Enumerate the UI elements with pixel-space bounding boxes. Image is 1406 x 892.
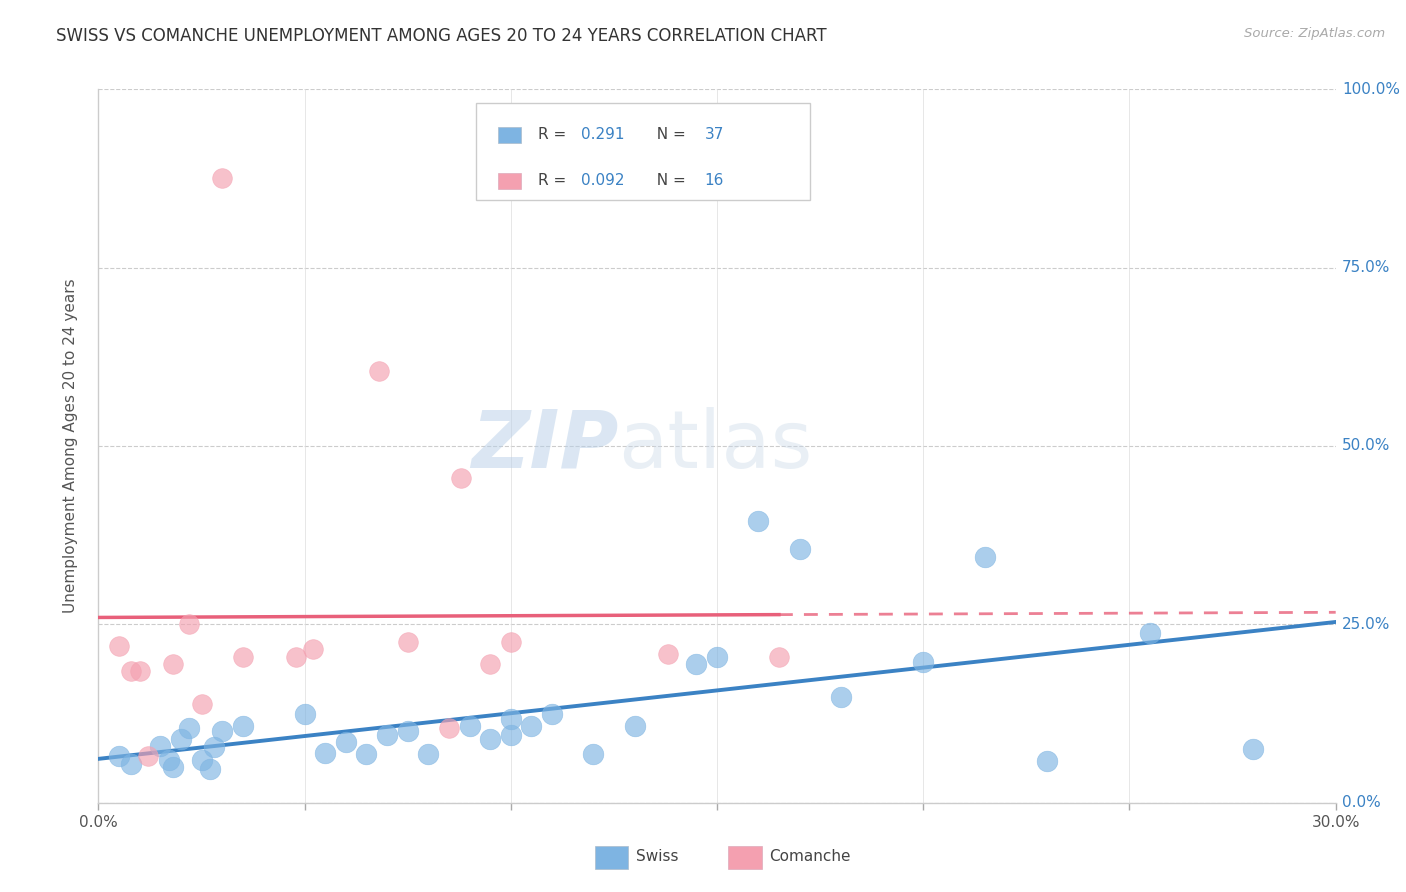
Point <box>479 657 502 671</box>
Point <box>974 549 997 564</box>
Point <box>179 617 201 632</box>
Point <box>211 171 233 186</box>
Text: Comanche: Comanche <box>769 849 851 863</box>
Text: N =: N = <box>647 127 690 142</box>
Text: 0.0%: 0.0% <box>1341 796 1381 810</box>
Point <box>450 471 472 485</box>
FancyBboxPatch shape <box>475 103 810 200</box>
Y-axis label: Unemployment Among Ages 20 to 24 years: Unemployment Among Ages 20 to 24 years <box>63 278 77 614</box>
Point <box>198 762 221 776</box>
Point <box>128 664 150 678</box>
Point <box>211 724 233 739</box>
Point <box>499 728 522 742</box>
Text: Swiss: Swiss <box>636 849 678 863</box>
Point <box>136 749 159 764</box>
FancyBboxPatch shape <box>498 127 520 143</box>
Point <box>418 747 440 762</box>
Point <box>789 542 811 557</box>
Point <box>190 698 212 712</box>
Text: 16: 16 <box>704 173 724 188</box>
Point <box>685 657 707 671</box>
Point <box>232 719 254 733</box>
Point <box>396 724 419 739</box>
Point <box>1241 742 1264 756</box>
Text: SWISS VS COMANCHE UNEMPLOYMENT AMONG AGES 20 TO 24 YEARS CORRELATION CHART: SWISS VS COMANCHE UNEMPLOYMENT AMONG AGE… <box>56 27 827 45</box>
Text: N =: N = <box>647 173 690 188</box>
Point <box>912 655 935 669</box>
Point <box>458 719 481 733</box>
FancyBboxPatch shape <box>498 173 520 189</box>
Point <box>108 639 131 653</box>
Text: R =: R = <box>537 127 571 142</box>
Point <box>479 731 502 746</box>
Point <box>157 753 180 767</box>
Point <box>396 635 419 649</box>
Point <box>437 721 460 735</box>
Text: Source: ZipAtlas.com: Source: ZipAtlas.com <box>1244 27 1385 40</box>
Point <box>830 690 852 705</box>
Text: 37: 37 <box>704 127 724 142</box>
Point <box>657 648 679 662</box>
Point <box>120 756 142 771</box>
Text: 100.0%: 100.0% <box>1341 82 1400 96</box>
Point <box>190 753 212 767</box>
Point <box>706 649 728 664</box>
Point <box>149 739 172 753</box>
Point <box>541 706 564 721</box>
Point <box>170 731 193 746</box>
Point <box>314 746 336 760</box>
Point <box>582 747 605 762</box>
Point <box>356 747 378 762</box>
Point <box>294 706 316 721</box>
Point <box>1036 755 1059 769</box>
Text: 75.0%: 75.0% <box>1341 260 1391 275</box>
Text: 0.291: 0.291 <box>581 127 624 142</box>
Point <box>232 649 254 664</box>
Point <box>202 740 225 755</box>
Point <box>162 657 184 671</box>
Point <box>747 514 769 528</box>
Point <box>520 719 543 733</box>
Point <box>768 649 790 664</box>
Point <box>1139 626 1161 640</box>
Point <box>499 635 522 649</box>
Point <box>335 735 357 749</box>
Text: 0.092: 0.092 <box>581 173 624 188</box>
Point <box>375 728 398 742</box>
Point <box>120 664 142 678</box>
Point <box>162 760 184 774</box>
Text: R =: R = <box>537 173 571 188</box>
Text: 25.0%: 25.0% <box>1341 617 1391 632</box>
Point <box>623 719 645 733</box>
Point <box>108 749 131 764</box>
Point <box>499 712 522 726</box>
Point <box>367 364 389 378</box>
Text: atlas: atlas <box>619 407 813 485</box>
Point <box>285 649 308 664</box>
Point <box>302 642 325 657</box>
Text: 50.0%: 50.0% <box>1341 439 1391 453</box>
Text: ZIP: ZIP <box>471 407 619 485</box>
Point <box>179 721 201 735</box>
